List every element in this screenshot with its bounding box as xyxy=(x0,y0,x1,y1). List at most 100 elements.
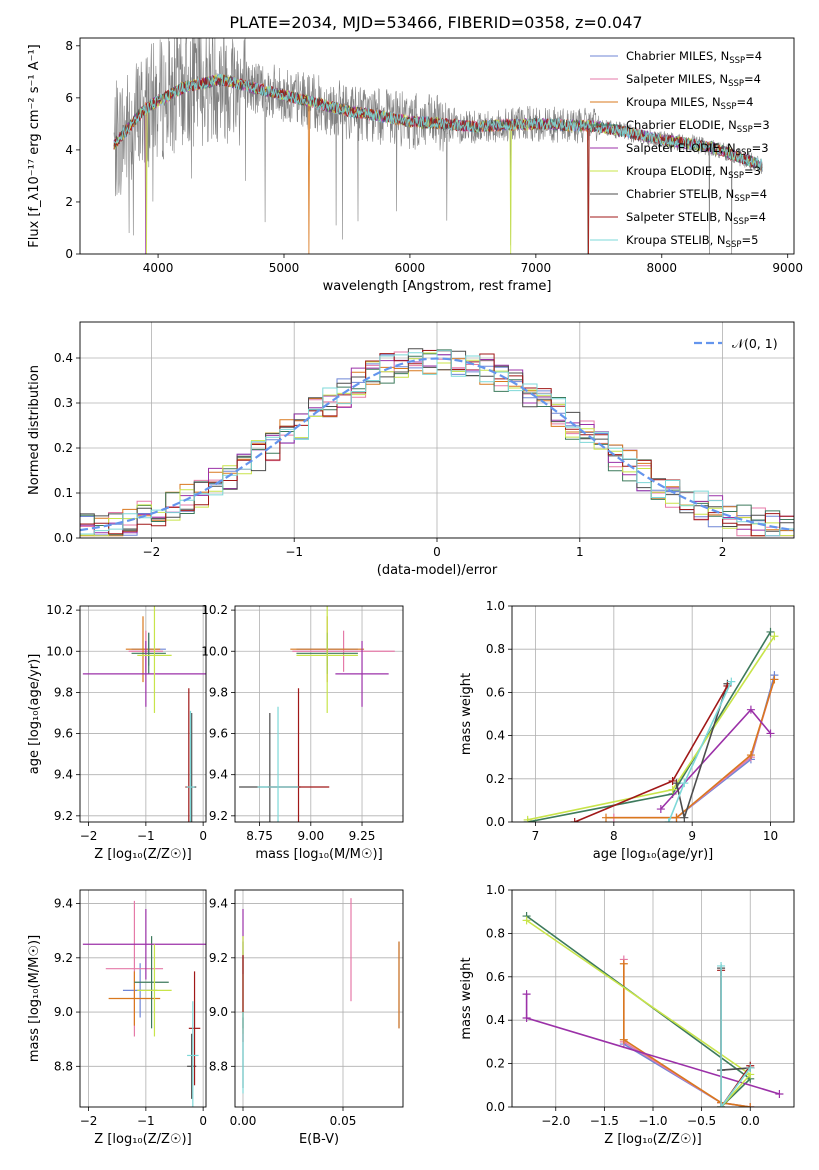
weight_vs_age-series-line xyxy=(527,631,772,822)
legend-label-tail: =4 xyxy=(736,95,753,109)
legend-label-sub: SSP xyxy=(728,171,744,181)
weight_vs_age-point-marker xyxy=(727,677,736,686)
age_vs_mass-ytick-label: 10.2 xyxy=(201,603,228,617)
legend-label-sub: SSP xyxy=(721,102,737,112)
legend-label-tail: =5 xyxy=(741,233,758,247)
spectrum-xtick-label: 5000 xyxy=(269,261,300,275)
age_vs_Z-ytick-label: 9.2 xyxy=(54,809,73,823)
weight_vs_Z-series-line xyxy=(623,963,751,1107)
residuals-plot-area xyxy=(80,322,794,538)
weight_vs_age-ytick-label: 0.2 xyxy=(486,772,505,786)
weight_vs_age-point-marker xyxy=(668,785,677,794)
mass_vs_EBV-frame xyxy=(234,889,404,1108)
residuals-xtick-label: 1 xyxy=(576,545,584,559)
weight_vs_Z-xtick-label: −1.5 xyxy=(590,1114,619,1128)
age_vs_Z-ytick-label: 10.0 xyxy=(46,644,73,658)
spectrum-ytick-label: 0 xyxy=(65,247,73,261)
age_vs_mass-xlabel: mass [log₁₀(M/M☉)] xyxy=(255,847,382,862)
spectrum-plot-area xyxy=(113,38,763,254)
weight_vs_age-ytick-label: 0.8 xyxy=(486,642,505,656)
legend-label-tail: =3 xyxy=(744,164,761,178)
weight_vs_age-point-marker xyxy=(766,729,775,738)
weight_vs_Z-point-marker xyxy=(717,961,726,970)
weight_vs_Z-point-marker xyxy=(717,1103,726,1107)
residuals-xtick-label: −2 xyxy=(143,545,161,559)
mass_vs_Z-ytick-label: 9.2 xyxy=(54,951,73,965)
residuals-ytick-label: 0.1 xyxy=(54,486,73,500)
weight_vs_age-xtick-label: 10 xyxy=(763,829,778,843)
mass_vs_Z-axes: −2 −1 0 8.8 9.0 9.2 9.4 Z [log₁₀(Z/Z☉)] mass [lo… xyxy=(27,889,207,1147)
weight_vs_age-ytick-label: 1.0 xyxy=(486,599,505,613)
legend-label-tail: =3 xyxy=(752,141,769,155)
weight_vs_age-series-line xyxy=(667,681,733,822)
mass_vs_EBV-ytick-label: 9.2 xyxy=(209,951,228,965)
weight_vs_age-xtick-label: 8 xyxy=(610,829,618,843)
age_vs_mass-xtick-label: 9.25 xyxy=(349,829,376,843)
legend-label-tail: =4 xyxy=(750,187,767,201)
spectrum-ytick-label: 8 xyxy=(65,39,73,53)
weight_vs_Z-ytick-label: 0.6 xyxy=(486,970,505,984)
legend-label-main: Salpeter STELIB, N xyxy=(626,210,733,224)
age_vs_mass-ytick-label: 9.2 xyxy=(209,809,228,823)
spectrum-legend-label: Salpeter STELIB, NSSP=4 xyxy=(626,210,766,227)
weight_vs_age-series-line xyxy=(606,679,776,819)
weight_vs_Z-xtick-label: −0.5 xyxy=(687,1114,716,1128)
age_vs_mass-xtick-label: 8.75 xyxy=(246,829,273,843)
age_vs_mass-frame xyxy=(234,605,404,823)
spectrum-legend-label: Salpeter MILES, NSSP=4 xyxy=(626,72,761,89)
residual-histogram-kroupa_stelib xyxy=(80,350,794,537)
legend-label-main: Salpeter MILES, N xyxy=(626,72,728,86)
residuals-ytick-label: 0.4 xyxy=(54,351,73,365)
age_vs_Z-xtick-label: −2 xyxy=(80,829,98,843)
mass_vs_EBV-plot-area xyxy=(235,890,403,1107)
age_vs_Z-frame xyxy=(79,605,207,823)
age_vs_mass-ytick-label: 9.6 xyxy=(209,727,228,741)
weight_vs_age-plot-area xyxy=(512,606,794,822)
residuals-xtick-label: 0 xyxy=(433,545,441,559)
spectrum-axes: 4000 5000 6000 7000 8000 9000 0 2 4 6 8 wavelength … xyxy=(27,37,803,294)
mass_vs_EBV-ytick-label: 8.8 xyxy=(209,1059,228,1073)
residuals-xtick-label: 2 xyxy=(719,545,727,559)
residuals-ylabel: Normed distribution xyxy=(27,365,42,495)
mass_vs_EBV-xlabel: E(B-V) xyxy=(299,1132,339,1147)
legend-label-main: Chabrier ELODIE, N xyxy=(626,118,737,132)
legend-label-main: Chabrier STELIB, N xyxy=(626,187,734,201)
spectrum-ytick-label: 4 xyxy=(65,143,73,157)
weight_vs_Z-xtick-label: 0.0 xyxy=(741,1114,760,1128)
weight_vs_age-point-marker xyxy=(523,815,532,822)
mass_vs_Z-ylabel: mass [log₁₀(M/M☉)] xyxy=(27,935,42,1062)
weight_vs_Z-ytick-label: 0.0 xyxy=(486,1100,505,1114)
legend-label-tail: =4 xyxy=(744,72,761,86)
weight_vs_Z-point-marker xyxy=(619,959,628,968)
mass_vs_Z-xtick-label: −2 xyxy=(80,1114,98,1128)
legend-label-sub: SSP xyxy=(733,217,749,227)
mass_vs_Z-plot-area xyxy=(80,890,206,1107)
weight_vs_Z-plot-area xyxy=(512,890,794,1107)
spectrum-legend-label: Kroupa MILES, NSSP=4 xyxy=(626,95,753,112)
spectrum-model-line xyxy=(113,73,763,171)
weight_vs_age-frame xyxy=(511,605,795,823)
residuals-xtick-label: −1 xyxy=(285,545,303,559)
legend-label-sub: SSP xyxy=(737,125,753,135)
mass_vs_Z-ytick-label: 9.4 xyxy=(54,897,73,911)
mass_vs_EBV-ytick-label: 9.4 xyxy=(209,897,228,911)
weight_vs_age-series-line xyxy=(527,635,776,821)
age_vs_mass-axes: 8.75 9.00 9.25 9.2 9.4 9.6 9.8 10.0 10.2 mass [lo… xyxy=(201,603,404,862)
mass_vs_EBV-ytick-label: 9.0 xyxy=(209,1005,228,1019)
age_vs_mass-ytick-label: 9.4 xyxy=(209,768,228,782)
weight_vs_Z-frame xyxy=(511,889,795,1108)
weight_vs_age-ylabel: mass weight xyxy=(459,673,474,755)
legend-label-tail: =3 xyxy=(753,118,770,132)
residual-legend-label: 𝒩(0, 1) xyxy=(732,336,778,351)
spectrum-legend-label: Chabrier ELODIE, NSSP=3 xyxy=(626,118,770,135)
weight_vs_age-ytick-label: 0.6 xyxy=(486,685,505,699)
weight_vs_Z-point-marker xyxy=(522,1014,531,1023)
weight_vs_Z-axes: −2.0 −1.5 −1.0 −0.5 0.0 0.0 0.2 0.4 0.6 0.8 1.0 Z [… xyxy=(459,883,795,1147)
mass_vs_EBV-xtick-label: 0.00 xyxy=(230,1114,257,1128)
weight_vs_age-point-marker xyxy=(570,818,579,822)
weight_vs_Z-ytick-label: 0.2 xyxy=(486,1057,505,1071)
weight_vs_Z-xlabel: Z [log₁₀(Z/Z☉)] xyxy=(604,1132,701,1147)
weight_vs_Z-point-marker xyxy=(522,990,531,999)
residuals-frame xyxy=(79,321,795,539)
weight_vs_Z-point-marker xyxy=(746,1063,755,1072)
